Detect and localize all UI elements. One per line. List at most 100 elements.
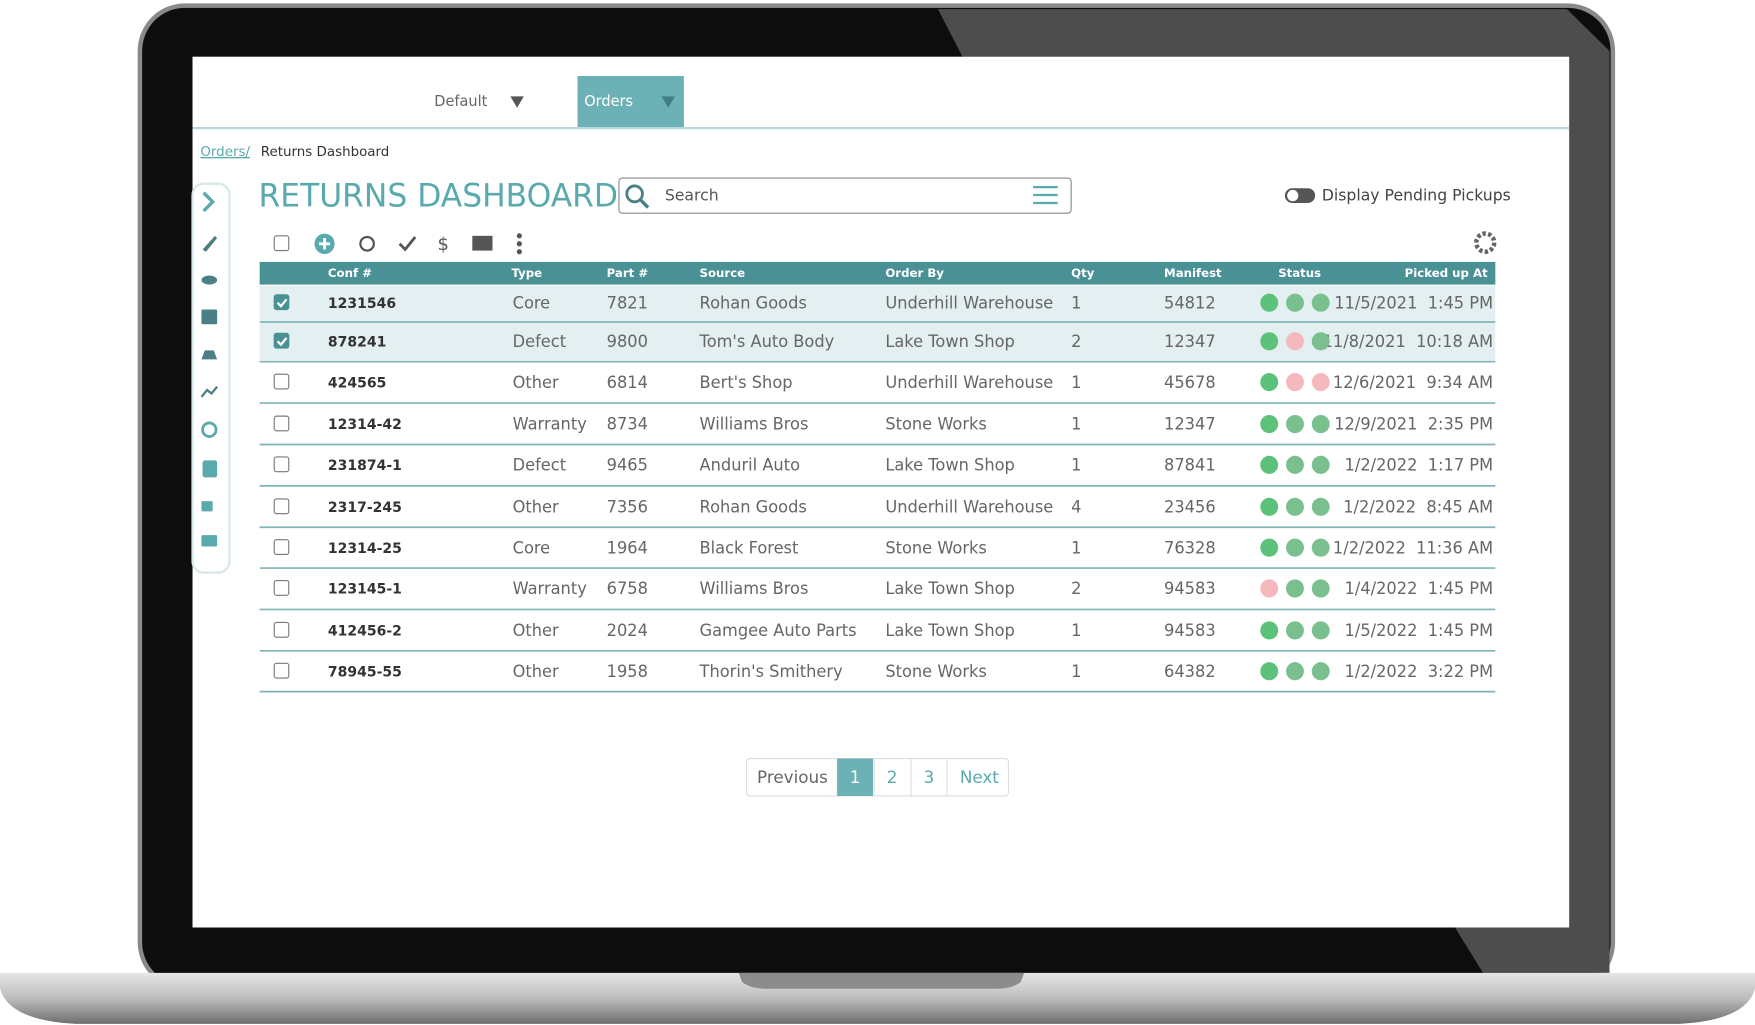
status-icon <box>1260 538 1279 557</box>
cell: Underhill Warehouse <box>885 293 1053 312</box>
column-header: Type <box>512 266 543 280</box>
cell: 11/8/2021 10:18 AM <box>1323 332 1493 351</box>
row-highlight <box>259 323 1496 361</box>
status-icon <box>1260 497 1279 516</box>
cell: 1 <box>1071 621 1081 640</box>
row-checkbox[interactable] <box>273 662 290 679</box>
tab[interactable]: Default <box>434 93 487 110</box>
icon-rocket[interactable] <box>202 235 218 252</box>
breadcrumb-link[interactable]: Orders/ <box>200 144 250 160</box>
cell: Other <box>513 621 559 640</box>
toggle-label: Display Pending Pickups <box>1322 186 1511 205</box>
cell: 6814 <box>607 373 648 392</box>
add-plus <box>318 238 331 250</box>
cell: Lake Town Shop <box>885 621 1015 640</box>
filter-icon[interactable] <box>1033 185 1058 205</box>
icon-book[interactable] <box>202 460 218 478</box>
cell: Other <box>513 373 559 392</box>
settings-button[interactable] <box>1474 231 1497 254</box>
icon-card[interactable] <box>201 535 218 547</box>
approve-button[interactable] <box>398 236 417 252</box>
status-icon <box>1286 332 1304 351</box>
cell: Black Forest <box>700 538 799 557</box>
row-checkbox[interactable] <box>273 579 290 596</box>
page-number[interactable]: 1 <box>850 767 861 787</box>
icon-chart[interactable] <box>200 385 218 398</box>
icon-inbox[interactable] <box>201 350 218 360</box>
icon-support[interactable] <box>201 421 218 438</box>
page-title: RETURNS DASHBOARD <box>259 178 618 214</box>
page-number[interactable]: 3 <box>924 767 935 787</box>
page-number[interactable]: 2 <box>887 767 898 787</box>
cell: 1/5/2022 1:45 PM <box>1345 621 1494 640</box>
cell: 23456 <box>1164 497 1216 516</box>
table-header <box>259 261 1496 285</box>
cell: Stone Works <box>885 662 987 681</box>
cell: 76328 <box>1164 538 1216 557</box>
icon-video[interactable] <box>201 501 213 512</box>
row-checkbox[interactable] <box>273 332 290 349</box>
sidebar-expand[interactable] <box>202 191 216 213</box>
refresh-button[interactable] <box>359 235 375 252</box>
cell: 2024 <box>607 621 648 640</box>
select-all[interactable] <box>273 235 290 252</box>
cell: 78945-55 <box>328 664 402 680</box>
row-checkbox[interactable] <box>273 415 290 432</box>
cell: Gamgee Auto Parts <box>700 621 857 640</box>
cell: Defect <box>513 332 567 351</box>
cell: 1 <box>1071 538 1081 557</box>
search-box[interactable] <box>618 177 1072 214</box>
status-icon <box>1260 621 1279 640</box>
status-icon <box>1286 579 1304 598</box>
cell: 94583 <box>1164 621 1216 640</box>
cell: Core <box>513 538 551 557</box>
cell: 424565 <box>328 375 386 391</box>
table-body: 1231546 Core 7821 Rohan Goods Underhill Ware… <box>259 285 1496 693</box>
row-checkbox[interactable] <box>273 498 290 515</box>
status-icon <box>1260 414 1279 434</box>
truck-button[interactable] <box>472 235 493 251</box>
cell: Stone Works <box>885 538 987 557</box>
page-next[interactable]: Next <box>960 767 999 787</box>
cell: 4 <box>1071 497 1081 516</box>
more-button[interactable] <box>516 233 522 255</box>
cell: 2 <box>1071 332 1081 351</box>
laptop-base <box>0 972 1755 1024</box>
cell: Underhill Warehouse <box>885 497 1053 516</box>
cell: 1/2/2022 11:36 AM <box>1333 538 1493 557</box>
status-icon <box>1286 621 1304 640</box>
tab[interactable]: Orders <box>584 93 633 110</box>
pay-button[interactable]: $ <box>438 234 449 255</box>
cell: 1 <box>1071 293 1081 312</box>
status-icon <box>1286 538 1304 557</box>
cell: 1231546 <box>328 296 396 312</box>
cell: Defect <box>513 455 567 474</box>
column-header: Source <box>700 266 746 280</box>
row-checkbox[interactable] <box>273 456 290 473</box>
cell: 9800 <box>607 332 648 351</box>
page-previous[interactable]: Previous <box>757 767 828 787</box>
cell: 6758 <box>607 579 648 598</box>
icon-eye[interactable] <box>201 275 218 285</box>
cell: Core <box>513 293 551 312</box>
status-icon <box>1286 455 1304 474</box>
cell: Warranty <box>513 579 588 598</box>
icon-calendar[interactable] <box>201 309 218 325</box>
status-icon <box>1311 332 1330 351</box>
row-checkbox[interactable] <box>273 373 290 390</box>
column-header: Picked up At <box>1405 266 1488 280</box>
row-checkbox[interactable] <box>273 294 290 311</box>
cell: 12347 <box>1164 332 1216 351</box>
status-icon <box>1286 414 1304 434</box>
status-icon <box>1260 662 1279 681</box>
checkmark <box>276 337 288 347</box>
row-checkbox[interactable] <box>273 621 290 638</box>
cell: 1 <box>1071 415 1081 434</box>
cell: 412456-2 <box>328 624 402 640</box>
row-checkbox[interactable] <box>273 539 290 556</box>
sidebar-icons <box>200 235 218 547</box>
column-header: Qty <box>1071 266 1095 280</box>
cell: Underhill Warehouse <box>885 373 1053 392</box>
cell: 12314-25 <box>328 541 402 557</box>
